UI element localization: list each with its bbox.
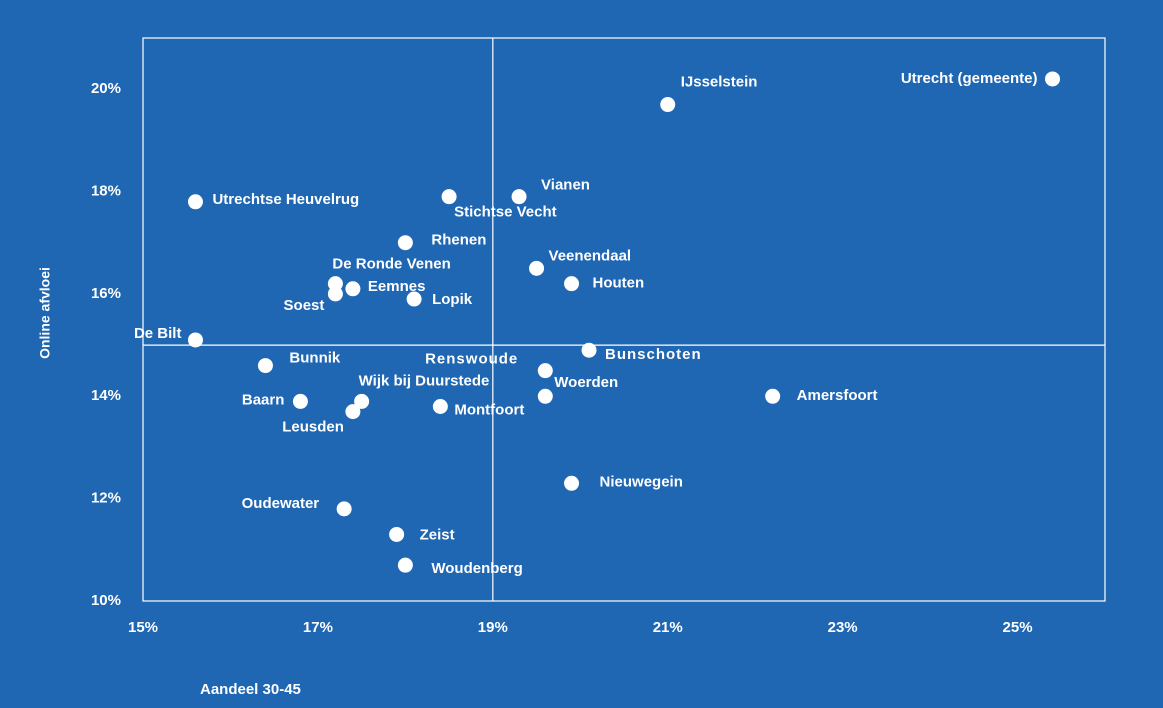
point-label: Veenendaal — [549, 247, 632, 264]
point-label: Vianen — [541, 177, 590, 194]
point-label: IJsselstein — [681, 74, 758, 91]
point — [537, 388, 553, 404]
point-label: Nieuwegein — [600, 473, 683, 490]
point — [327, 286, 343, 302]
point — [406, 291, 422, 307]
point — [564, 276, 580, 292]
y-tick-label: 14% — [91, 387, 121, 404]
point — [529, 260, 545, 276]
point — [1045, 71, 1061, 87]
point — [345, 281, 361, 297]
x-tick-label: 19% — [478, 619, 508, 636]
point — [354, 393, 370, 409]
point-label: Bunschoten — [605, 346, 702, 363]
plot-frame — [142, 37, 1106, 602]
point-label: Wijk bij Duurstede — [359, 372, 490, 389]
x-tick-label: 23% — [828, 619, 858, 636]
y-tick-label: 10% — [91, 592, 121, 609]
point — [345, 404, 361, 420]
point-label: Utrecht (gemeente) — [901, 70, 1038, 87]
point-label: Amersfoort — [797, 387, 878, 404]
point — [441, 189, 457, 205]
point — [336, 501, 352, 517]
point-label: Houten — [593, 275, 645, 292]
x-tick-label: 25% — [1003, 619, 1033, 636]
point-label: De Ronde Venen — [332, 256, 450, 273]
point-label: Zeist — [420, 526, 455, 543]
point — [397, 235, 413, 251]
point — [187, 332, 203, 348]
point-label: Montfoort — [454, 401, 524, 418]
point — [292, 393, 308, 409]
point — [187, 194, 203, 210]
point-label: Stichtse Vecht — [454, 204, 557, 221]
x-axis-label: Aandeel 30-45 — [200, 681, 301, 698]
point-label: Baarn — [242, 391, 285, 408]
point — [397, 557, 413, 573]
point-label: Utrechtse Heuvelrug — [212, 191, 359, 208]
point-label: Renswoude — [425, 351, 518, 368]
point-label: Eemnes — [368, 278, 426, 295]
y-axis-label: Online afvloei — [37, 267, 53, 359]
point-label: Woudenberg — [431, 560, 522, 577]
point-label: De Bilt — [134, 325, 182, 342]
x-tick-label: 15% — [128, 619, 158, 636]
point — [257, 358, 273, 374]
point-label: Soest — [284, 297, 325, 314]
point-label: Woerden — [554, 374, 618, 391]
point-label: Lopik — [432, 291, 473, 308]
y-tick-label: 18% — [91, 183, 121, 200]
x-tick-label: 17% — [303, 619, 333, 636]
y-tick-label: 16% — [91, 285, 121, 302]
point-label: Oudewater — [242, 495, 320, 512]
point-label: Leusden — [282, 419, 344, 436]
x-tick-label: 21% — [653, 619, 683, 636]
point — [765, 388, 781, 404]
point — [389, 526, 405, 542]
point — [581, 342, 597, 358]
point-label: Bunnik — [289, 350, 340, 367]
point — [537, 363, 553, 379]
point — [511, 189, 527, 205]
point — [660, 97, 676, 113]
y-tick-label: 20% — [91, 80, 121, 97]
point-label: Rhenen — [431, 232, 486, 249]
point — [432, 399, 448, 415]
point — [564, 475, 580, 491]
y-tick-label: 12% — [91, 490, 121, 507]
